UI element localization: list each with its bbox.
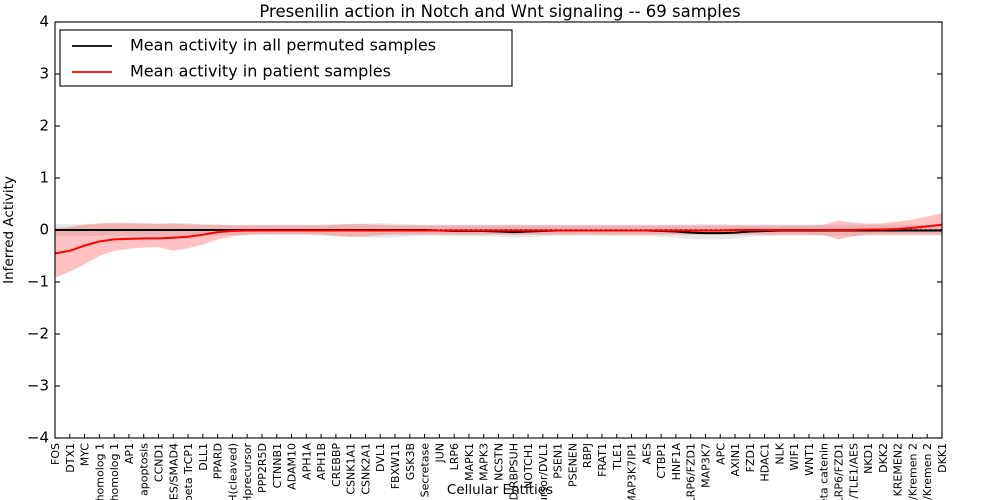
x-tick-label: Beta Catenin/TCF1/CtBP/CBP/TLE1/AES/SMAD… — [167, 443, 180, 500]
x-tick-label: APH1B — [315, 443, 328, 480]
x-tick-label: CREBBP — [330, 443, 343, 487]
axes — [54, 21, 943, 439]
x-tick-label: Axin1/APC/beta catenin — [818, 443, 831, 500]
x-tick-labels: FOSDTX1MYCNOTCH1 precursor/Deltex homolo… — [49, 442, 949, 500]
x-tick-label: MAP3K7IP1 — [626, 443, 639, 500]
y-tick-label: −3 — [27, 377, 49, 395]
x-tick-label: NOTCH1 precursor/Deltex homolog 1 — [93, 443, 106, 500]
x-tick-label: LRP6/FZD1 — [685, 443, 698, 500]
x-tick-label: ADAM10 — [286, 443, 299, 490]
x-tick-label: PPP2R5D — [256, 443, 269, 493]
x-tick-label: HDAC1 — [759, 443, 772, 482]
x-tick-label: NLK — [773, 442, 786, 464]
x-tick-label: FZD1 — [744, 443, 757, 472]
x-tick-label: CSNK2A1 — [359, 443, 372, 495]
x-tick-label: WIF1 — [788, 443, 801, 470]
confidence-band — [55, 213, 942, 278]
x-tick-label: Delta 1/NOTCH/NOTCH(cleaved) — [226, 443, 239, 500]
legend-label: Mean activity in all permuted samples — [130, 36, 436, 55]
x-tick-label: FBXW11 — [389, 443, 402, 489]
x-tick-label: AXIN1 — [729, 443, 742, 477]
x-tick-label: TLE1 — [611, 443, 624, 471]
x-tick-label: FRAT1 — [596, 443, 609, 477]
y-tick-labels: −4 −3 −2 −1 0 1 2 3 4 — [27, 13, 49, 447]
x-tick-label: AES — [640, 443, 653, 464]
x-tick-label: DKK2 — [877, 443, 890, 473]
x-tick-label: MAPK3 — [478, 443, 491, 481]
y-tick-label: 3 — [39, 65, 49, 83]
x-tick-label: DVL1 — [374, 443, 387, 472]
x-tick-label: MYC — [79, 443, 92, 467]
confidence-bands — [55, 213, 942, 278]
chart-title: Presenilin action in Notch and Wnt signa… — [259, 2, 740, 21]
x-tick-label: APC — [714, 443, 727, 465]
x-tick-label: HNF1A — [670, 443, 683, 481]
x-tick-label: FOS — [49, 443, 62, 465]
x-tick-label: NOTCH1 — [522, 443, 535, 489]
x-tick-label: PPARD — [212, 443, 225, 479]
x-tick-label: GSK3B — [404, 443, 417, 480]
x-tick-label: CBP/CBP/TCF1/TLE1/AES — [847, 443, 860, 500]
x-tick-label: DKK1 — [936, 443, 949, 473]
x-tick-label: DKK2/LRP6/Kremen 2 — [906, 443, 919, 500]
x-tick-label: NKD1 — [862, 443, 875, 474]
x-tick-label: CTBP1 — [655, 443, 668, 479]
y-tick-label: −4 — [27, 429, 49, 447]
x-tick-label: AP1 — [123, 443, 136, 464]
x-axis-label: Cellular Entities — [447, 482, 553, 498]
x-tick-label: NOTCH1 precursor/DVL1 — [537, 443, 550, 500]
x-tick-label: WNT1/LRP6/FZD1 — [833, 443, 846, 500]
y-tick-label: 0 — [39, 221, 49, 239]
x-tick-label: NICD/RBPSUH — [507, 443, 520, 500]
y-axis-label: Inferred Activity — [1, 176, 17, 284]
y-tick-label: 1 — [39, 169, 49, 187]
x-tick-label: NCSTN — [493, 443, 506, 481]
y-tick-label: 2 — [39, 117, 49, 135]
y-tick-label: −1 — [27, 273, 49, 291]
x-tick-label: CCND1 — [152, 443, 165, 482]
legend: Mean activity in all permuted samples Mea… — [59, 29, 513, 87]
legend-label: Mean activity in patient samples — [130, 62, 391, 81]
x-tick-label: PSEN1 — [552, 443, 565, 479]
x-tick-label: RBPJ — [581, 443, 594, 468]
x-tick-label: NOTCH/Deltex homolog 1 — [108, 443, 121, 500]
x-tick-label: DTX1 — [64, 443, 77, 473]
x-tick-label: CTNNB1 — [271, 443, 284, 488]
x-tick-label: APH1A — [300, 443, 313, 480]
x-tick-label: DKK1/LRP6/Kremen 2 — [921, 443, 934, 500]
x-tick-label: WNT1 — [803, 443, 816, 476]
x-tick-label: MAPK1 — [463, 443, 476, 481]
x-tick-label: LRP6 — [448, 443, 461, 470]
x-tick-label: CSNK1A1 — [345, 443, 358, 495]
series-lines — [54, 223, 943, 255]
x-tick-label: Gamma Secretase — [419, 443, 432, 500]
y-tick-label: 4 — [39, 13, 49, 31]
x-tick-label: KREMEN2 — [892, 443, 905, 496]
x-tick-label: Delta 1/NOTCHprecursor — [241, 443, 254, 500]
x-tick-label: PSENEN — [566, 443, 579, 487]
x-tick-label: beta catenin/beta TrCP1 — [182, 443, 195, 500]
x-tick-label: DLL1 — [197, 443, 210, 471]
y-tick-label: −2 — [27, 325, 49, 343]
series-line — [54, 223, 943, 255]
x-tick-label: apoptosis — [138, 443, 151, 496]
legend-box — [59, 29, 513, 87]
x-tick-label: JUN — [433, 443, 446, 464]
x-tick-label: MAP3K7 — [699, 443, 712, 488]
